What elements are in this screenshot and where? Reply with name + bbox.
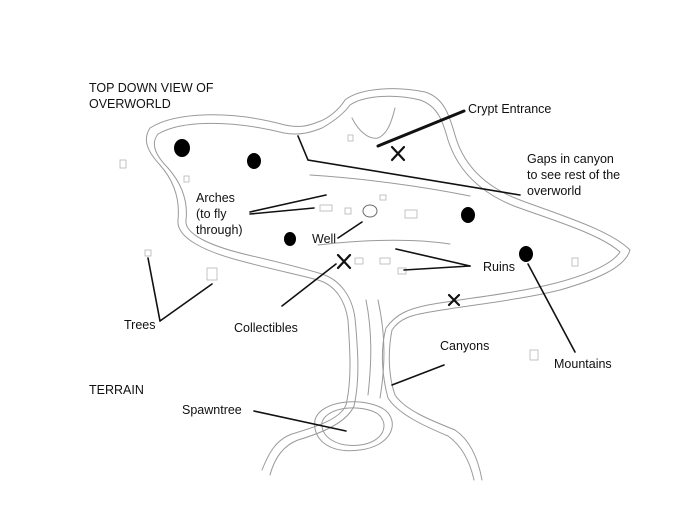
terrain-label: TERRAIN bbox=[89, 383, 144, 397]
arches-label: Arches (to fly through) bbox=[196, 191, 243, 237]
ruins-leader-2 bbox=[403, 265, 471, 271]
gaps-leader bbox=[297, 135, 521, 196]
spawntree-label: Spawntree bbox=[182, 403, 242, 417]
mountain-icon bbox=[174, 139, 190, 157]
well-label: Well bbox=[312, 232, 336, 246]
collectible-x-icon bbox=[390, 145, 406, 162]
mountains-label: Mountains bbox=[554, 357, 612, 371]
diagram-title: TOP DOWN VIEW OF OVERWORLD bbox=[89, 81, 217, 111]
collectibles-group bbox=[336, 145, 461, 307]
collectibles-label: Collectibles bbox=[234, 321, 298, 335]
mountain-icon bbox=[247, 153, 261, 169]
canyons-leader bbox=[391, 364, 445, 386]
well-leader bbox=[337, 221, 363, 239]
mountain-icon bbox=[519, 246, 533, 262]
mountains-group bbox=[174, 139, 533, 262]
collectible-x-icon bbox=[336, 253, 352, 270]
ruins-label: Ruins bbox=[483, 260, 515, 274]
ruins-leader-1 bbox=[395, 248, 471, 267]
gaps-label: Gaps in canyon to see rest of the overwo… bbox=[527, 152, 624, 198]
trees-label: Trees bbox=[124, 318, 156, 332]
collectible-x-icon bbox=[447, 293, 461, 307]
mountain-icon bbox=[284, 232, 296, 246]
canyons-label: Canyons bbox=[440, 339, 489, 353]
trees-leader-1 bbox=[147, 257, 161, 322]
trees-leader-2 bbox=[159, 283, 213, 322]
mountains-leader bbox=[527, 263, 576, 353]
crypt-entrance-leader bbox=[376, 109, 466, 148]
leader-lines bbox=[147, 109, 576, 432]
arches-leader-1 bbox=[249, 194, 327, 213]
spawntree-leader bbox=[253, 410, 347, 432]
crypt-entrance-label: Crypt Entrance bbox=[468, 102, 551, 116]
mountain-icon bbox=[461, 207, 475, 223]
collectibles-leader bbox=[281, 263, 337, 307]
labels: TOP DOWN VIEW OF OVERWORLD TERRAIN Crypt… bbox=[89, 81, 624, 417]
arches-leader-2 bbox=[249, 207, 315, 215]
terrain-sketch bbox=[119, 88, 631, 481]
